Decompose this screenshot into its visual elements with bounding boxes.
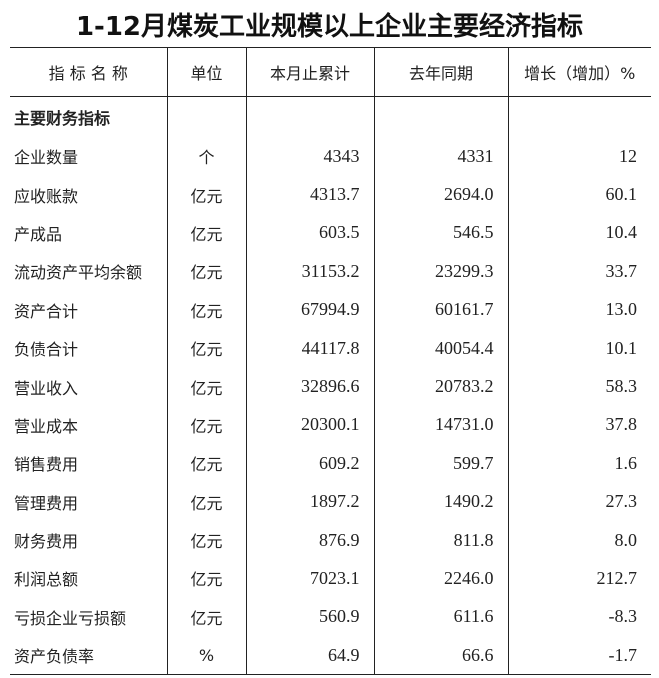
growth-value: 8.0 bbox=[507, 520, 651, 560]
indicator-name: 产成品 bbox=[14, 224, 63, 244]
unit-cell: 亿元 bbox=[166, 520, 246, 560]
header-growth: 增长（增加）% bbox=[507, 47, 651, 97]
table-row: 产成品 亿元 603.5 546.5 10.4 bbox=[10, 213, 651, 253]
growth-value: 37.8 bbox=[507, 405, 651, 445]
growth-value: 58.3 bbox=[507, 367, 651, 406]
growth-value: 27.3 bbox=[507, 482, 651, 521]
current-value: 32896.6 bbox=[245, 367, 374, 406]
growth-value: 13.0 bbox=[507, 290, 651, 329]
growth-value: 10.1 bbox=[507, 328, 651, 368]
unit-cell: 亿元 bbox=[166, 482, 246, 521]
growth-value: 60.1 bbox=[507, 175, 651, 214]
indicator-name: 销售费用 bbox=[14, 455, 79, 475]
last-year-value: 599.7 bbox=[373, 444, 508, 483]
table-row: 营业成本 亿元 20300.1 14731.0 37.8 bbox=[10, 405, 651, 445]
empty-cell bbox=[166, 96, 246, 137]
growth-value: -1.7 bbox=[507, 636, 651, 676]
current-value: 64.9 bbox=[245, 636, 374, 676]
current-value: 20300.1 bbox=[245, 405, 374, 445]
table-row: 销售费用 亿元 609.2 599.7 1.6 bbox=[10, 444, 651, 483]
unit-cell: % bbox=[166, 636, 246, 676]
growth-value: 12 bbox=[507, 137, 651, 176]
unit-cell: 亿元 bbox=[166, 328, 246, 368]
unit-cell: 亿元 bbox=[166, 252, 246, 291]
current-value: 7023.1 bbox=[245, 559, 374, 598]
indicator-name: 营业成本 bbox=[14, 416, 79, 436]
last-year-value: 14731.0 bbox=[373, 405, 508, 445]
current-value: 44117.8 bbox=[245, 328, 374, 368]
unit-cell: 亿元 bbox=[166, 405, 246, 445]
last-year-value: 60161.7 bbox=[373, 290, 508, 329]
indicator-name: 应收账款 bbox=[14, 186, 79, 206]
table-row: 管理费用 亿元 1897.2 1490.2 27.3 bbox=[10, 482, 651, 521]
unit-cell: 个 bbox=[166, 137, 246, 176]
growth-value: -8.3 bbox=[507, 597, 651, 637]
header-unit: 单位 bbox=[166, 47, 246, 97]
unit-cell: 亿元 bbox=[166, 597, 246, 637]
current-value: 1897.2 bbox=[245, 482, 374, 521]
indicator-name: 负债合计 bbox=[14, 340, 79, 360]
empty-cell bbox=[507, 96, 651, 137]
table-row: 应收账款 亿元 4313.7 2694.0 60.1 bbox=[10, 175, 651, 214]
last-year-value: 546.5 bbox=[373, 213, 508, 253]
current-value: 4343 bbox=[245, 137, 374, 176]
page-title: 1-12月煤炭工业规模以上企业主要经济指标 bbox=[75, 12, 584, 42]
unit-cell: 亿元 bbox=[166, 559, 246, 598]
table-row: 流动资产平均余额 亿元 31153.2 23299.3 33.7 bbox=[10, 252, 651, 291]
unit-cell: 亿元 bbox=[166, 175, 246, 214]
table-row: 负债合计 亿元 44117.8 40054.4 10.1 bbox=[10, 328, 651, 368]
unit-cell: 亿元 bbox=[166, 213, 246, 253]
unit-cell: 亿元 bbox=[166, 444, 246, 483]
growth-value: 1.6 bbox=[507, 444, 651, 483]
current-value: 31153.2 bbox=[245, 252, 374, 291]
indicator-name: 财务费用 bbox=[14, 532, 79, 552]
last-year-value: 1490.2 bbox=[373, 482, 508, 521]
table-row: 亏损企业亏损额 亿元 560.9 611.6 -8.3 bbox=[10, 597, 651, 637]
indicator-name: 利润总额 bbox=[14, 570, 79, 590]
table-row: 营业收入 亿元 32896.6 20783.2 58.3 bbox=[10, 367, 651, 406]
last-year-value: 66.6 bbox=[373, 636, 508, 676]
indicators-table: 指 标 名 称 单位 本月止累计 去年同期 增长（增加）% 主要财务指标 企业数… bbox=[10, 47, 651, 676]
table-row: 财务费用 亿元 876.9 811.8 8.0 bbox=[10, 520, 651, 560]
current-value: 876.9 bbox=[245, 520, 374, 560]
current-value: 4313.7 bbox=[245, 175, 374, 214]
last-year-value: 4331 bbox=[373, 137, 508, 176]
last-year-value: 40054.4 bbox=[373, 328, 508, 368]
header-indicator-name: 指 标 名 称 bbox=[10, 47, 167, 97]
growth-value: 212.7 bbox=[507, 559, 651, 598]
unit-cell: 亿元 bbox=[166, 290, 246, 329]
table-row: 企业数量 个 4343 4331 12 bbox=[10, 137, 651, 176]
indicator-name: 亏损企业亏损额 bbox=[14, 608, 127, 628]
table-row: 资产合计 亿元 67994.9 60161.7 13.0 bbox=[10, 290, 651, 329]
indicator-name: 资产负债率 bbox=[10, 636, 167, 676]
last-year-value: 2694.0 bbox=[373, 175, 508, 214]
last-year-value: 20783.2 bbox=[373, 367, 508, 406]
unit-cell: 亿元 bbox=[166, 367, 246, 406]
indicator-name: 营业收入 bbox=[14, 378, 79, 398]
empty-cell bbox=[373, 96, 508, 137]
header-row: 指 标 名 称 单位 本月止累计 去年同期 增长（增加）% bbox=[10, 47, 651, 97]
growth-value: 10.4 bbox=[507, 213, 651, 253]
indicator-name: 管理费用 bbox=[14, 493, 79, 513]
last-year-value: 811.8 bbox=[373, 520, 508, 560]
current-value: 560.9 bbox=[245, 597, 374, 637]
current-value: 67994.9 bbox=[245, 290, 374, 329]
last-year-value: 2246.0 bbox=[373, 559, 508, 598]
indicator-name: 资产合计 bbox=[14, 301, 79, 321]
empty-cell bbox=[245, 96, 374, 137]
last-year-value: 611.6 bbox=[373, 597, 508, 637]
section-title: 主要财务指标 bbox=[14, 109, 111, 128]
header-last-year: 去年同期 bbox=[373, 47, 508, 97]
last-year-value: 23299.3 bbox=[373, 252, 508, 291]
header-current-cumulative: 本月止累计 bbox=[245, 47, 374, 97]
indicator-name: 流动资产平均余额 bbox=[14, 263, 143, 283]
growth-value: 33.7 bbox=[507, 252, 651, 291]
table-row: 资产负债率% 64.9 66.6 -1.7 bbox=[10, 636, 651, 676]
current-value: 603.5 bbox=[245, 213, 374, 253]
table-row: 利润总额 亿元 7023.1 2246.0 212.7 bbox=[10, 559, 651, 598]
current-value: 609.2 bbox=[245, 444, 374, 483]
indicator-name: 企业数量 bbox=[14, 148, 79, 168]
section-row: 主要财务指标 bbox=[10, 96, 651, 137]
